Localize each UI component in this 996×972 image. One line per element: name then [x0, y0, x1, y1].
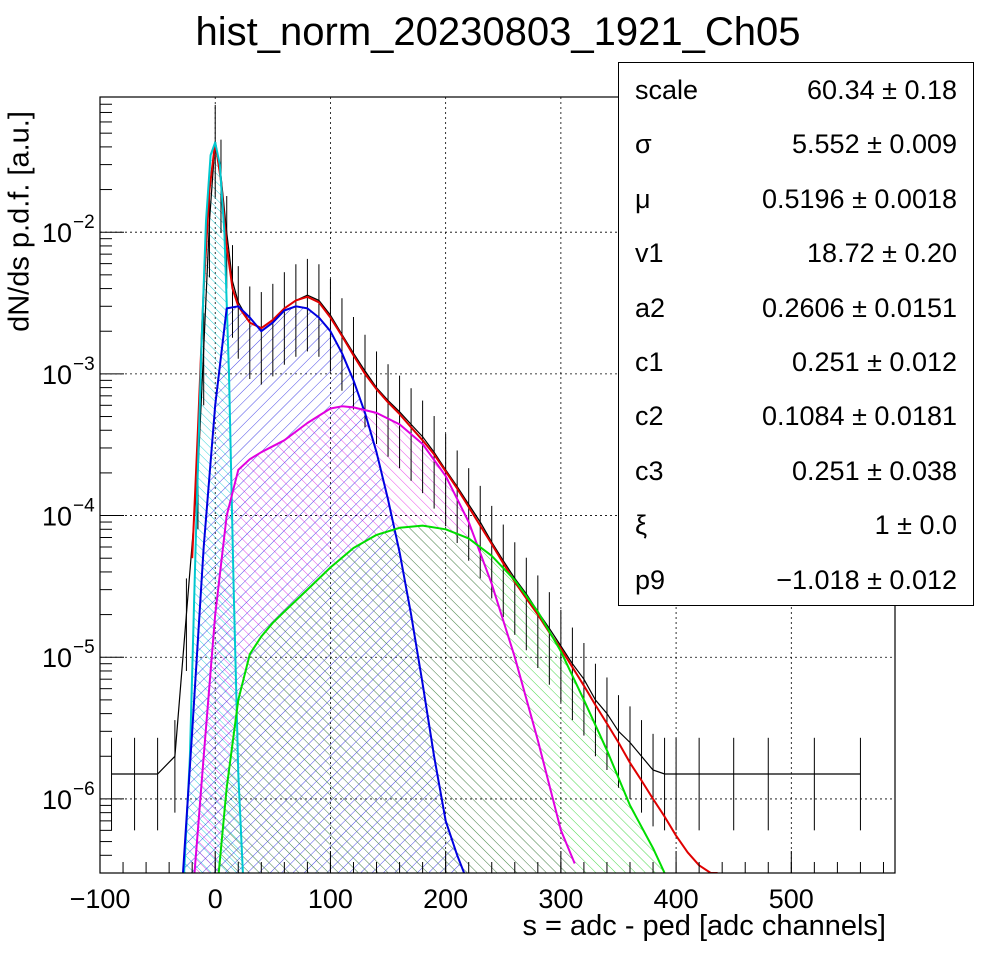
stat-name: c3: [635, 455, 664, 486]
plus-minus-sign: ±: [844, 292, 875, 323]
stat-name: c2: [635, 401, 664, 432]
stat-value-number: 0.1084: [761, 401, 845, 432]
stat-name: σ: [635, 129, 652, 160]
stat-error: 0.0151: [874, 292, 957, 323]
y-tick-label: 10: [42, 360, 72, 390]
y-tick-exponent: −4: [73, 496, 95, 517]
stat-value-number: 0.251: [792, 455, 860, 486]
stat-value: 0.251 ± 0.038: [792, 456, 957, 487]
stat-value: 5.552 ± 0.009: [792, 129, 957, 160]
stat-error: 0.18: [904, 75, 957, 105]
x-tick-label: 100: [308, 884, 353, 914]
x-tick-label: 200: [423, 884, 468, 914]
stat-value: −1.018 ± 0.012: [776, 565, 957, 596]
stat-value: 0.5196 ± 0.0018: [762, 184, 957, 215]
y-tick-exponent: −5: [73, 637, 95, 658]
y-tick-label: 10: [42, 785, 72, 815]
stat-error: 0.038: [889, 455, 957, 486]
stat-value: 18.72 ± 0.20: [807, 238, 957, 269]
stat-row: c1 0.251 ± 0.012: [619, 335, 975, 389]
stat-value-number: 0.5196: [761, 183, 845, 214]
stat-value: 1 ± 0.0: [875, 510, 957, 541]
stat-error: 0.20: [904, 238, 957, 269]
stat-row: a2 0.2606 ± 0.0151: [619, 281, 975, 335]
plus-minus-sign: ±: [874, 75, 905, 105]
stat-row: ξ 1 ± 0.0: [619, 498, 975, 552]
stat-value: 0.1084 ± 0.0181: [762, 401, 957, 432]
series-line-1-p-e-: [182, 305, 466, 873]
x-tick-label: 0: [208, 884, 223, 914]
stat-name: p9: [635, 564, 666, 595]
x-tick-label: 300: [538, 884, 583, 914]
plus-minus-sign: ±: [874, 238, 905, 269]
series-line-3-p-e-: [217, 524, 666, 873]
stat-value-number: 0.2606: [761, 292, 845, 323]
stat-value-number: 5.552: [792, 129, 860, 160]
series-line-2-p-e-: [193, 405, 576, 873]
plus-minus-sign: ±: [859, 129, 890, 160]
y-tick-exponent: −2: [73, 212, 95, 233]
stat-row: scale 60.34 ± 0.18: [619, 63, 975, 117]
y-tick-label: 10: [42, 502, 72, 532]
stat-name: ξ: [635, 510, 648, 541]
plus-minus-sign: ±: [844, 401, 875, 432]
fit-stats-box: scale 60.34 ± 0.18 σ 5.552 ± 0.009 μ 0.5196 ±…: [618, 62, 974, 606]
stat-error: 0.012: [889, 564, 957, 595]
stat-value: 0.251 ± 0.012: [792, 347, 957, 378]
plus-minus-sign: ±: [889, 510, 920, 541]
stat-name: c1: [635, 347, 664, 377]
plus-minus-sign: ±: [859, 564, 890, 595]
y-tick-label: 10: [42, 218, 72, 248]
stat-value-number: 60.34: [807, 75, 875, 105]
stat-row: μ 0.5196 ± 0.0018: [619, 172, 975, 226]
x-tick-label: −100: [70, 884, 131, 914]
plus-minus-sign: ±: [859, 455, 890, 486]
stat-row: σ 5.552 ± 0.009: [619, 117, 975, 171]
stat-row: p9 −1.018 ± 0.012: [619, 553, 975, 607]
y-tick-label: 10: [42, 643, 72, 673]
stat-name: v1: [635, 238, 664, 269]
stat-error: 0.0181: [874, 401, 957, 432]
x-tick-label: 500: [769, 884, 814, 914]
stat-name: a2: [635, 292, 666, 323]
stat-row: c3 0.251 ± 0.038: [619, 444, 975, 498]
plus-minus-sign: ±: [859, 347, 890, 377]
stat-value-number: −1.018: [776, 564, 860, 595]
plus-minus-sign: ±: [844, 183, 875, 214]
stat-error: 0.0: [919, 510, 957, 541]
stat-value: 0.2606 ± 0.0151: [762, 293, 957, 324]
stat-row: v1 18.72 ± 0.20: [619, 226, 975, 280]
chart-title: hist_norm_20230803_1921_Ch05: [195, 10, 801, 54]
stat-value-number: 1: [874, 510, 890, 541]
series-fill-3-p-e-: [218, 525, 665, 873]
stat-row: c2 0.1084 ± 0.0181: [619, 389, 975, 443]
x-axis-label: s = adc - ped [adc channels]: [522, 910, 886, 942]
x-tick-label: 400: [654, 884, 699, 914]
stat-error: 0.012: [889, 347, 957, 377]
y-axis-label: dN/ds p.d.f. [a.u.]: [3, 111, 36, 332]
stat-name: scale: [635, 75, 699, 105]
stat-value: 60.34 ± 0.18: [807, 75, 957, 106]
stat-value-number: 18.72: [807, 238, 875, 269]
y-tick-exponent: −6: [73, 779, 95, 800]
stat-value-number: 0.251: [792, 347, 860, 377]
stat-error: 0.009: [889, 129, 957, 160]
series-line-total-fit: [191, 141, 718, 873]
stat-error: 0.0018: [874, 183, 957, 214]
stat-name: μ: [635, 183, 651, 214]
series-line-pedestal: [183, 141, 244, 873]
y-tick-exponent: −3: [73, 354, 95, 375]
